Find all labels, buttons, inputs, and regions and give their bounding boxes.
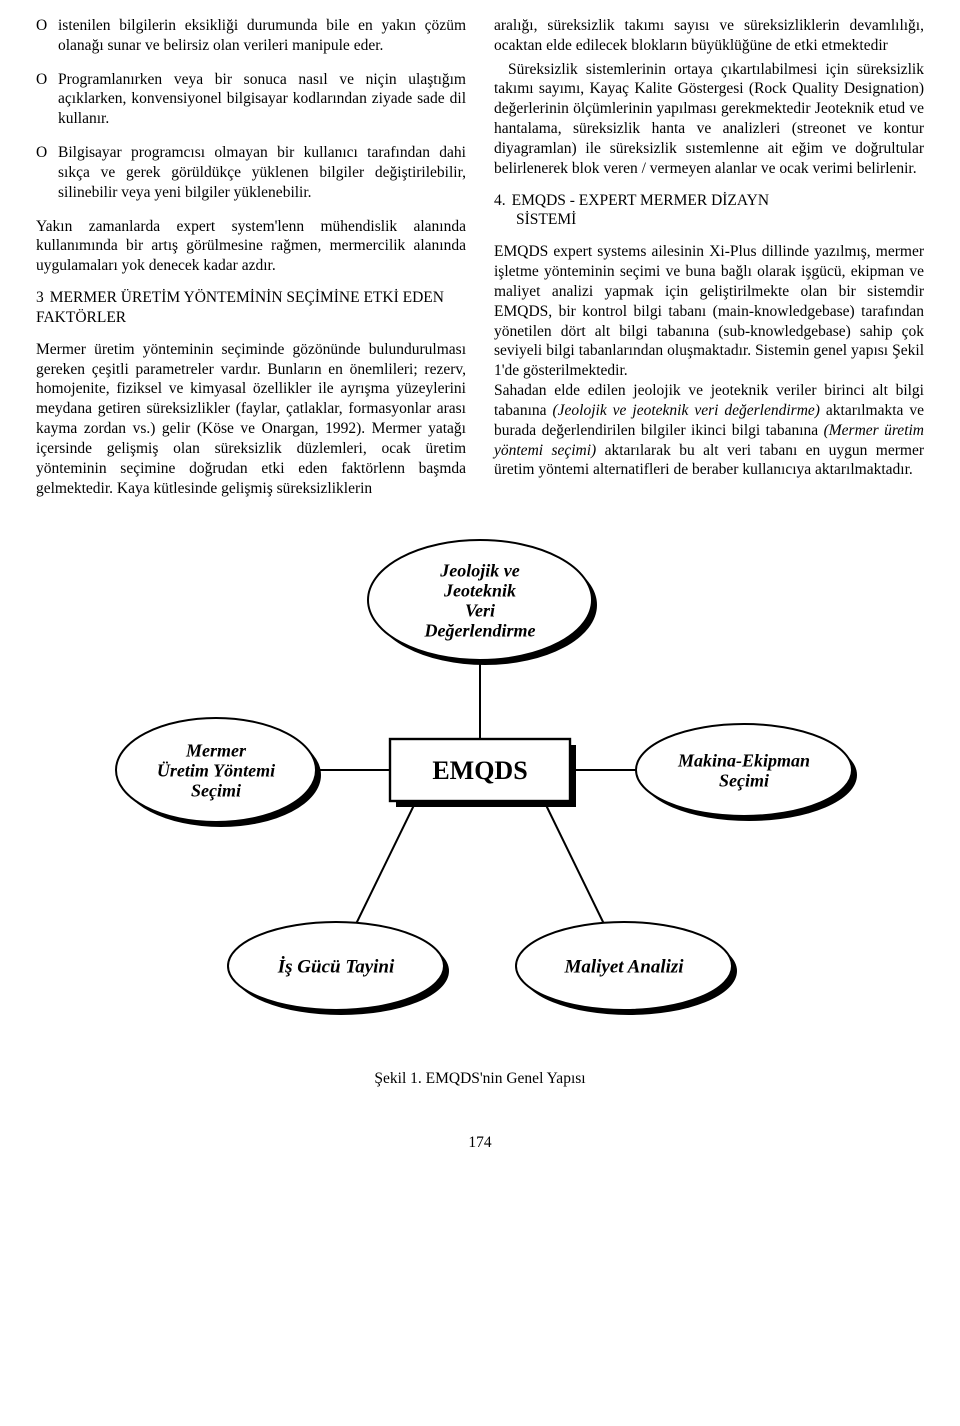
figure-caption: Şekil 1. EMQDS'nin Genel Yapısı — [374, 1070, 585, 1088]
bullet-marker: O — [36, 16, 58, 56]
section-heading-3: 3MERMER ÜRETİM YÖNTEMİNİN SEÇİMİNE ETKİ … — [36, 288, 466, 328]
bullet-item: O Bilgisayar programcısı olmayan bir kul… — [36, 143, 466, 202]
bullet-item: O istenilen bilgilerin eksikliği durumun… — [36, 16, 466, 56]
bullet-text: Programlanırken veya bir sonuca nasıl ve… — [58, 70, 466, 129]
right-column: aralığı, süreksizlik takımı sayısı ve sü… — [494, 16, 924, 498]
section-heading-4: 4. EMQDS - EXPERT MERMER DİZAYN SİSTEMİ — [494, 191, 924, 231]
bullet-text: istenilen bilgilerin eksikliği durumunda… — [58, 16, 466, 56]
bullet-marker: O — [36, 143, 58, 202]
svg-text:Veri: Veri — [465, 601, 495, 621]
heading-line-1: EMQDS - EXPERT MERMER DİZAYN — [512, 192, 769, 209]
heading-text: MERMER ÜRETİM YÖNTEMİNİN SEÇİMİNE ETKİ E… — [36, 289, 444, 326]
svg-text:Seçimi: Seçimi — [719, 771, 769, 791]
page-number: 174 — [36, 1134, 924, 1152]
paragraph: Süreksizlik sistemlerinin ortaya çıkartı… — [494, 60, 924, 179]
heading-line-2: SİSTEMİ — [494, 211, 576, 228]
svg-text:Mermer: Mermer — [185, 741, 247, 761]
diagram-svg: EMQDS Jeolojik veJeoteknikVeriDeğerlendir… — [100, 526, 860, 1046]
svg-text:EMQDS: EMQDS — [432, 756, 527, 785]
svg-text:Seçimi: Seçimi — [191, 781, 241, 801]
left-column: O istenilen bilgilerin eksikliği durumun… — [36, 16, 466, 498]
text-run: EMQDS expert systems ailesinin Xi-Plus d… — [494, 243, 924, 379]
heading-number: 4. — [494, 191, 506, 211]
svg-text:Jeolojik ve: Jeolojik ve — [439, 561, 519, 581]
paragraph: Mermer üretim yönteminin seçiminde gözön… — [36, 340, 466, 499]
svg-text:Değerlendirme: Değerlendirme — [424, 621, 536, 641]
paragraph: aralığı, süreksizlik takımı sayısı ve sü… — [494, 16, 924, 56]
bullet-item: O Programlanırken veya bir sonuca nasıl … — [36, 70, 466, 129]
italic-term: (Jeolojik ve jeoteknik veri değerlendirm… — [552, 402, 819, 419]
two-column-layout: O istenilen bilgilerin eksikliği durumun… — [36, 16, 924, 498]
svg-text:Jeoteknik: Jeoteknik — [443, 581, 516, 601]
bullet-text: Bilgisayar programcısı olmayan bir kulla… — [58, 143, 466, 202]
heading-number: 3 — [36, 288, 44, 308]
paragraph: EMQDS expert systems ailesinin Xi-Plus d… — [494, 242, 924, 480]
figure-1: EMQDS Jeolojik veJeoteknikVeriDeğerlendir… — [36, 526, 924, 1088]
paragraph: Yakın zamanlarda expert system'lenn mühe… — [36, 217, 466, 276]
svg-text:Üretim Yöntemi: Üretim Yöntemi — [157, 761, 275, 781]
svg-text:Makina-Ekipman: Makina-Ekipman — [677, 751, 810, 771]
bullet-marker: O — [36, 70, 58, 129]
svg-text:İş Gücü Tayini: İş Gücü Tayini — [277, 956, 395, 978]
svg-text:Maliyet Analizi: Maliyet Analizi — [563, 957, 684, 978]
